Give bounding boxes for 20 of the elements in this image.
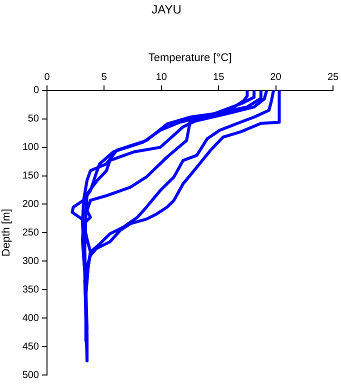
y-tick-label: 0 — [33, 85, 40, 96]
x-tick-label: 20 — [270, 72, 282, 84]
y-tick-label: 150 — [22, 170, 40, 182]
x-tick-label: 10 — [156, 72, 168, 84]
y-tick-label: 500 — [22, 370, 40, 381]
y-tick-label: 100 — [22, 142, 40, 154]
y-tick-label: 300 — [22, 256, 40, 267]
x-axis-title: Temperature [°C] — [148, 52, 232, 64]
chart-title: JAYU — [152, 2, 182, 17]
y-tick-label: 200 — [22, 198, 40, 210]
x-tick-label: 0 — [44, 72, 50, 84]
y-tick-label: 400 — [22, 312, 40, 324]
x-tick-label: 15 — [213, 72, 225, 84]
y-tick-label: 50 — [28, 114, 40, 125]
y-tick-label: 250 — [22, 227, 40, 238]
x-tick-label: 25 — [327, 72, 339, 84]
y-tick-label: 450 — [22, 341, 40, 352]
y-tick-label: 350 — [22, 284, 40, 296]
x-tick-label: 5 — [101, 72, 108, 84]
y-axis-title: Depth [m] — [0, 208, 13, 257]
